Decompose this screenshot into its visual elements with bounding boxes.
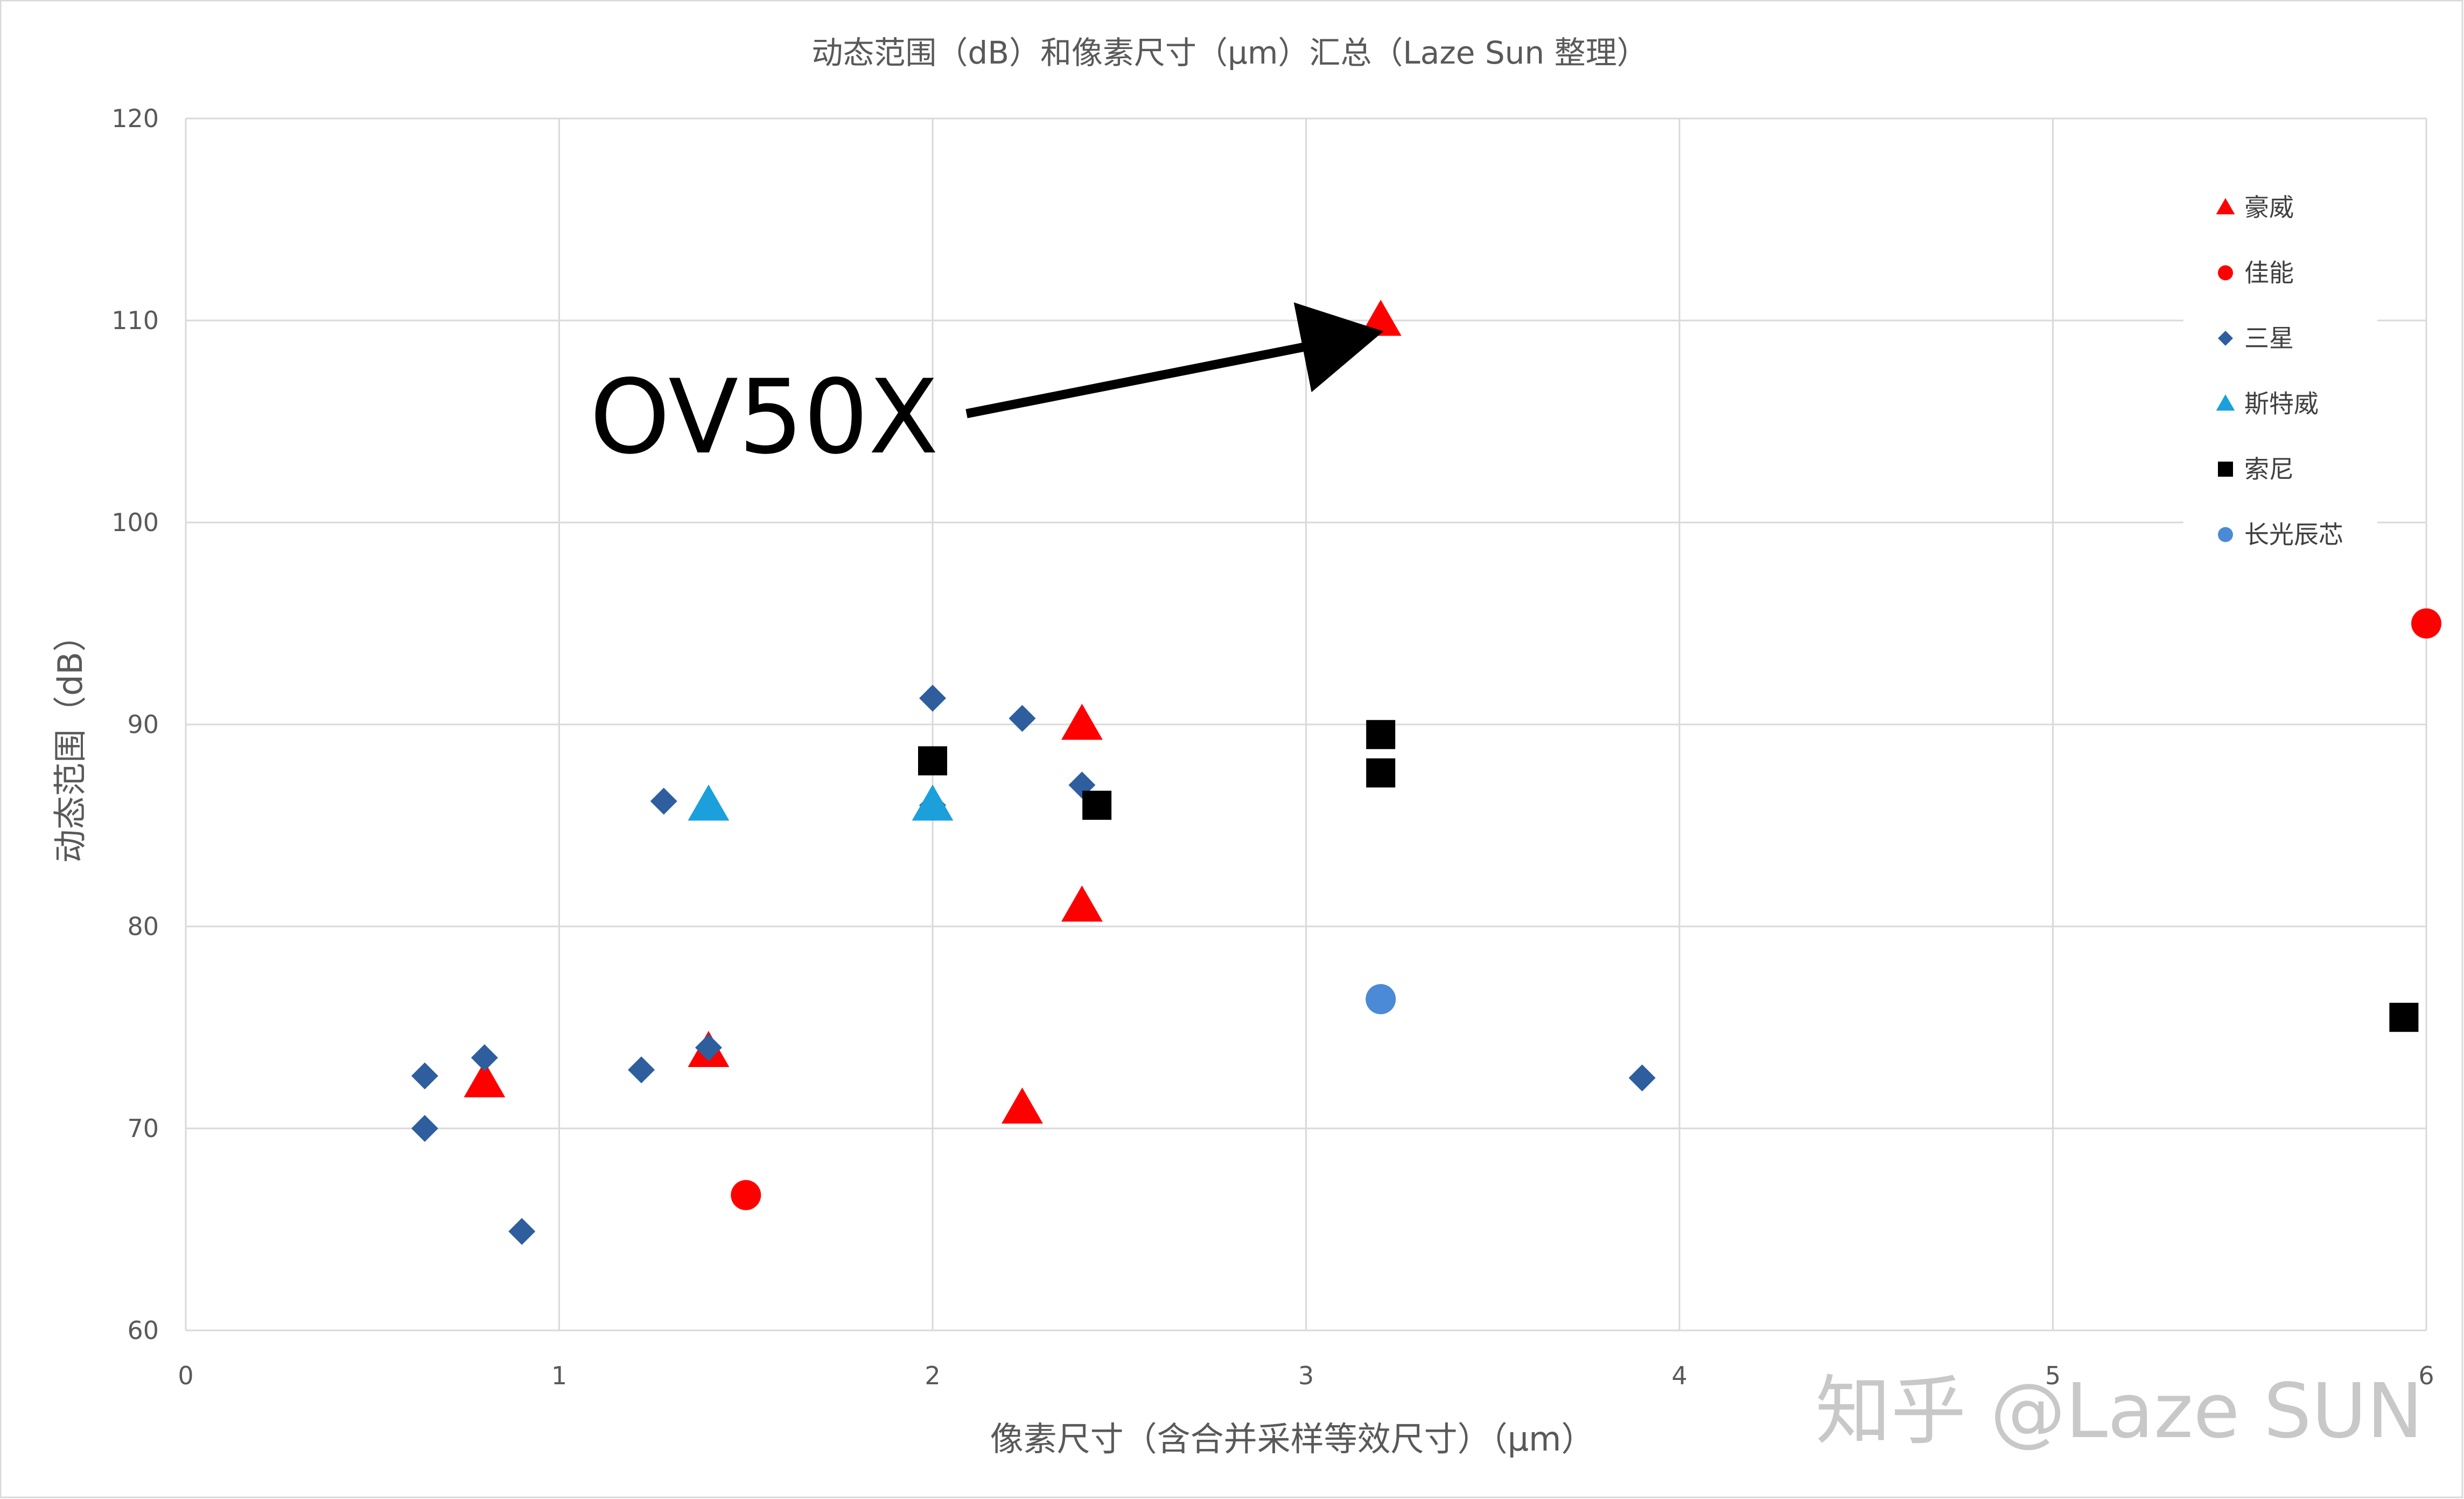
legend-marker-circle bbox=[2218, 527, 2233, 542]
legend-marker-triangle bbox=[2216, 394, 2235, 411]
x-tick-label: 5 bbox=[2045, 1361, 2061, 1390]
x-tick-label: 6 bbox=[2418, 1361, 2434, 1390]
y-tick-label: 110 bbox=[111, 306, 159, 335]
data-point-diamond bbox=[1628, 1064, 1656, 1092]
data-point-diamond bbox=[1009, 705, 1036, 732]
data-point-square bbox=[918, 746, 947, 776]
data-point-diamond bbox=[411, 1062, 438, 1090]
legend-label: 斯特威 bbox=[2244, 389, 2319, 419]
data-point-square bbox=[2389, 1002, 2419, 1032]
data-point-triangle bbox=[688, 784, 730, 821]
x-tick-label: 3 bbox=[1298, 1361, 1314, 1390]
legend-marker-square bbox=[2218, 462, 2233, 477]
data-point-diamond bbox=[411, 1115, 438, 1142]
data-point-triangle bbox=[1061, 886, 1103, 922]
x-tick-label: 1 bbox=[551, 1361, 567, 1390]
legend-marker-diamond bbox=[2218, 331, 2233, 346]
data-point-triangle bbox=[1002, 1087, 1043, 1124]
legend-marker-circle bbox=[2218, 265, 2233, 281]
x-axis-label: 像素尺寸（含合并采样等效尺寸）（μm） bbox=[990, 1419, 1595, 1459]
y-tick-label: 80 bbox=[127, 912, 159, 941]
data-point-diamond bbox=[650, 787, 677, 815]
data-point-square bbox=[1366, 720, 1396, 749]
data-point-circle bbox=[731, 1180, 761, 1210]
x-tick-label: 0 bbox=[178, 1361, 193, 1390]
x-tick-label: 4 bbox=[1671, 1361, 1687, 1390]
legend-box bbox=[2183, 172, 2377, 566]
legend-label: 三星 bbox=[2244, 324, 2294, 353]
legend-label: 豪威 bbox=[2244, 193, 2294, 222]
legend-marker-triangle bbox=[2216, 198, 2235, 214]
chart-title: 动态范围（dB）和像素尺寸（μm）汇总（Laze Sun 整理） bbox=[811, 34, 1648, 71]
data-point-diamond bbox=[471, 1044, 498, 1071]
legend-label: 索尼 bbox=[2244, 455, 2294, 484]
annotations: OV50X bbox=[590, 302, 1384, 477]
annotation-arrow bbox=[965, 302, 1384, 419]
data-point-triangle bbox=[912, 784, 954, 821]
watermark: 知乎 @Laze SUN bbox=[1816, 1368, 2423, 1455]
y-tick-label: 120 bbox=[111, 104, 159, 133]
tick-labels: 60 70 80 90 100 110 120 0 1 2 3 4 5 6 bbox=[111, 104, 2434, 1390]
x-tick-label: 2 bbox=[925, 1361, 940, 1390]
legend-label: 长光辰芯 bbox=[2244, 520, 2343, 549]
data-point-square bbox=[1366, 758, 1396, 787]
data-point-triangle bbox=[1061, 703, 1103, 740]
data-point-square bbox=[1082, 791, 1112, 820]
data-point-diamond bbox=[919, 685, 946, 712]
data-point-diamond bbox=[695, 1034, 722, 1061]
y-tick-label: 90 bbox=[127, 710, 159, 739]
y-tick-label: 60 bbox=[127, 1316, 159, 1345]
data-point-diamond bbox=[628, 1056, 655, 1084]
legend-label: 佳能 bbox=[2244, 259, 2294, 288]
annotation-label: OV50X bbox=[590, 358, 939, 477]
y-tick-label: 100 bbox=[111, 508, 159, 537]
data-point-circle bbox=[2411, 608, 2441, 639]
data-point-circle bbox=[1366, 984, 1396, 1014]
data-point-diamond bbox=[508, 1218, 536, 1245]
y-axis-label: 动态范围（dB） bbox=[51, 618, 90, 863]
data-point-triangle bbox=[464, 1061, 506, 1098]
y-tick-label: 70 bbox=[127, 1114, 159, 1143]
